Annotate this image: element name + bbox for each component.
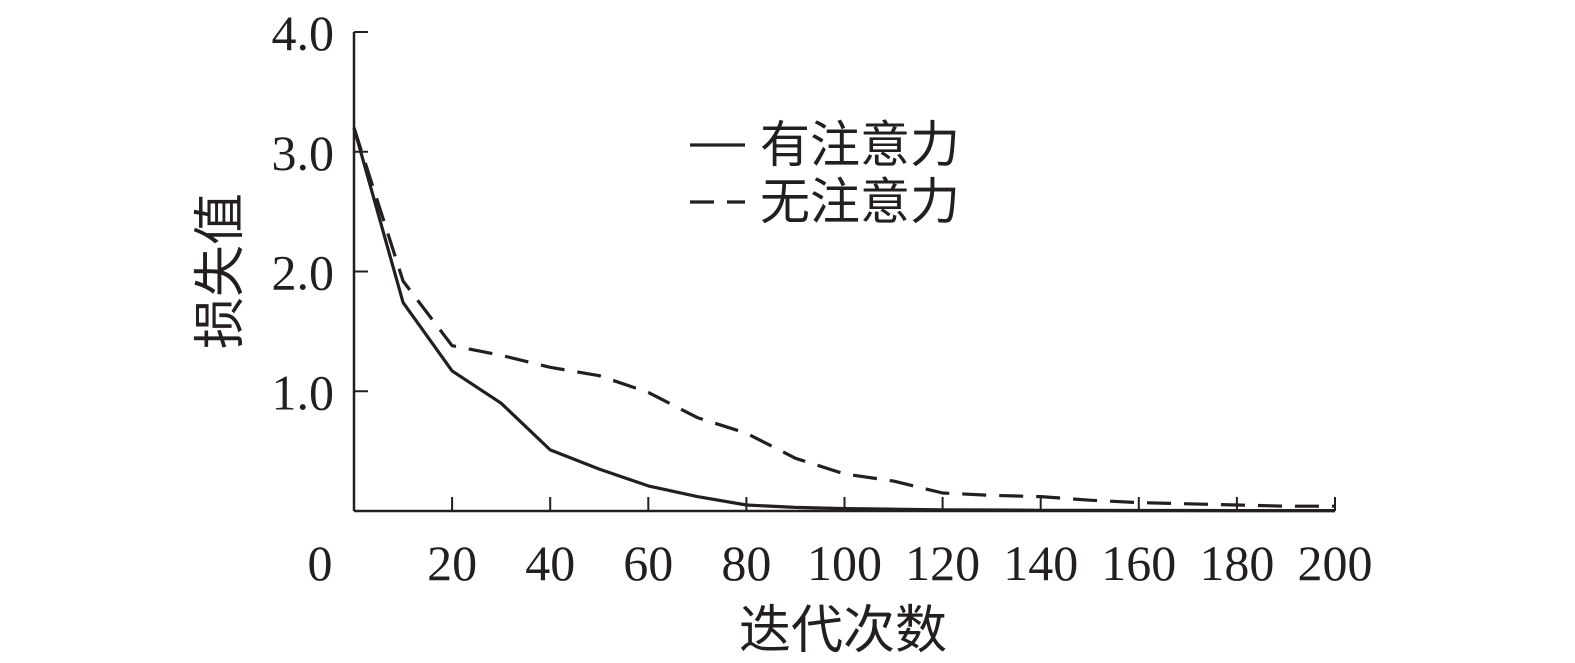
x-tick-label: 80 [721,535,771,591]
x-tick-label: 0 [308,535,333,591]
x-tick-label: 100 [807,535,882,591]
series-line-with-attention [352,127,1335,513]
y-tick-label: 1.0 [272,364,335,420]
x-tick-label: 20 [427,535,477,591]
chart-axes [352,32,1335,513]
y-tick-label: 3.0 [272,125,335,181]
y-axis-ticks: 1.0 2.0 3.0 4.0 [272,5,368,420]
x-tick-label: 200 [1298,535,1373,591]
legend-label: 无注意力 [760,174,960,230]
legend-label: 有注意力 [760,117,960,173]
x-tick-label: 180 [1199,535,1274,591]
x-tick-label: 40 [525,535,575,591]
x-tick-label: 60 [623,535,673,591]
y-axis-label: 损失值 [193,193,250,349]
x-tick-label: 160 [1101,535,1176,591]
y-tick-label: 2.0 [272,245,335,301]
x-tick-label: 120 [905,535,980,591]
chart-series [352,127,1335,513]
x-axis-ticks: 0 20 40 60 80 100 120 140 160 180 200 [308,497,1373,591]
x-tick-label: 140 [1003,535,1078,591]
series-line-without-attention [352,127,1335,508]
x-axis-label: 迭代次数 [739,603,947,660]
y-tick-label: 4.0 [272,5,335,61]
